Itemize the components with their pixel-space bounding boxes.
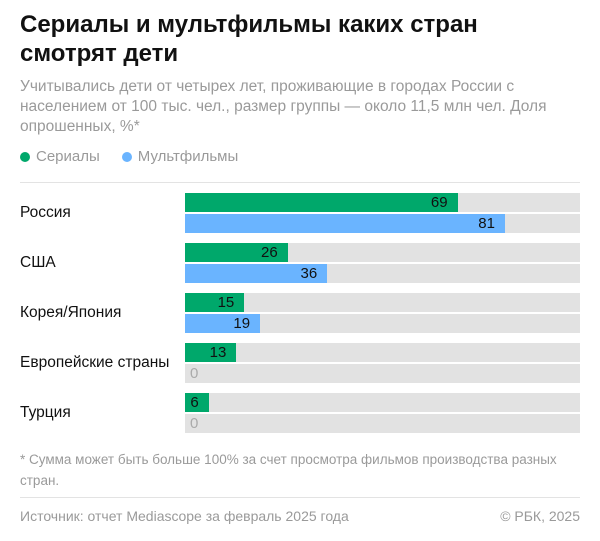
bar-series2	[185, 264, 328, 283]
bar-track: 0	[185, 364, 580, 383]
divider	[20, 497, 580, 498]
bar-track: 69	[185, 193, 580, 212]
bar-series1	[185, 343, 237, 362]
bar-track: 0	[185, 414, 580, 433]
category-label: Турция	[20, 404, 71, 421]
data-label: 0	[190, 365, 199, 382]
bar-track: 19	[185, 314, 580, 333]
bar-series1	[185, 293, 245, 312]
footer: Источник: отчет Mediascope за февраль 20…	[20, 508, 580, 524]
legend-dot-icon	[20, 151, 30, 162]
legend-dot-icon	[121, 151, 132, 162]
data-label: 69	[430, 194, 448, 211]
bar-series1	[185, 393, 209, 412]
bar-series2	[185, 314, 261, 333]
data-label: 81	[478, 215, 495, 232]
bar-track: 15	[185, 293, 580, 312]
category-label: Россия	[20, 204, 71, 221]
divider	[20, 182, 580, 183]
source: Источник: отчет Mediascope за февраль 20…	[20, 508, 349, 524]
bar-series1	[185, 193, 458, 212]
bar-track: 36	[185, 264, 580, 283]
bar-track: 13	[185, 343, 580, 362]
category-label: Корея/Япония	[20, 304, 122, 321]
bar-track: 6	[185, 393, 580, 412]
data-label: 6	[190, 394, 199, 411]
legend-label: Сериалы	[36, 148, 100, 165]
legend-item-series1: Сериалы	[20, 148, 100, 165]
bar-series2	[185, 214, 505, 233]
bar-track: 81	[185, 214, 580, 233]
data-label: 13	[209, 344, 227, 361]
category-label: США	[20, 254, 56, 271]
legend-item-series2: Мультфильмы	[121, 148, 239, 165]
footnote: * Сумма может быть больше 100% за счет п…	[20, 452, 557, 488]
data-label: 0	[190, 415, 199, 432]
data-label: 26	[261, 244, 278, 261]
category-label: Европейские страны	[20, 354, 170, 371]
legend: Сериалы Мультфильмы	[20, 148, 238, 165]
bar-series1	[185, 243, 288, 262]
copyright: © РБК, 2025	[500, 508, 580, 524]
bar-track: 26	[185, 243, 580, 262]
legend-label: Мультфильмы	[137, 148, 239, 165]
data-label: 36	[300, 265, 318, 282]
chart-subtitle: Учитывались дети от четырех лет, прожива…	[20, 78, 547, 135]
data-label: 15	[217, 294, 235, 311]
data-label: 19	[233, 315, 251, 332]
chart-title: Сериалы и мультфильмы каких стран смотря…	[20, 11, 478, 67]
